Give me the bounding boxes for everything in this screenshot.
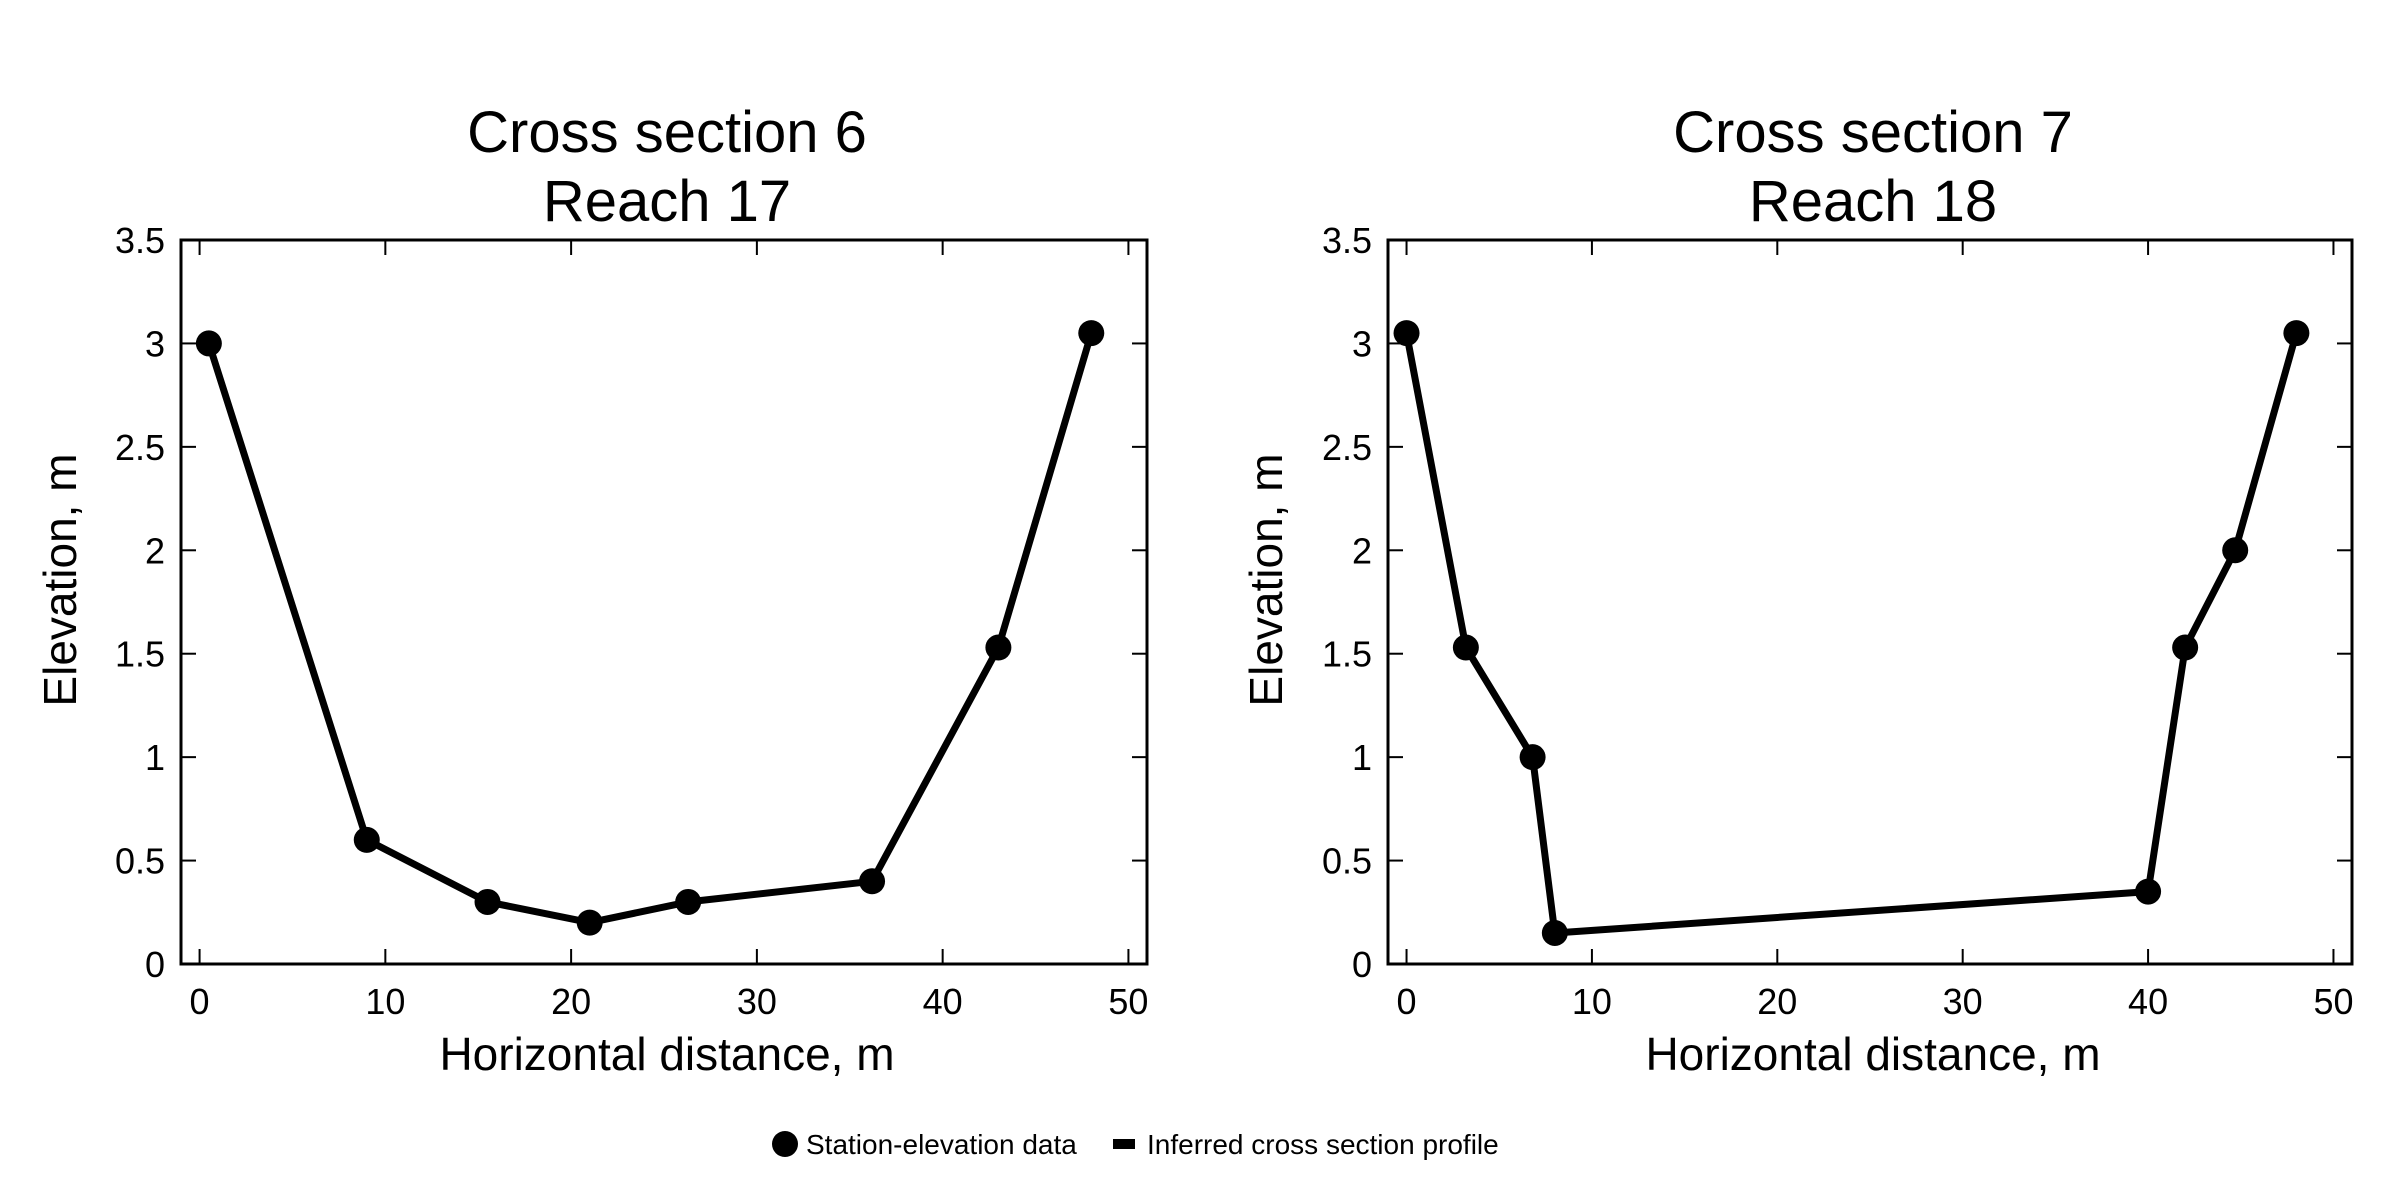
chart-title-line-2: Reach 17 bbox=[543, 169, 791, 234]
y-tick-label: 3 bbox=[145, 323, 165, 364]
x-tick-label: 0 bbox=[190, 981, 210, 1022]
axes-frame bbox=[179, 238, 1149, 966]
x-tick-label: 30 bbox=[1943, 981, 1983, 1022]
y-tick-label: 1 bbox=[1352, 737, 1372, 778]
legend-marker-station-elevation-data bbox=[772, 1131, 798, 1157]
y-tick-label: 1.5 bbox=[115, 634, 165, 675]
y-tick-label: 3.5 bbox=[115, 220, 165, 261]
x-tick-label: 10 bbox=[365, 981, 405, 1022]
x-tick-label: 50 bbox=[2313, 981, 2353, 1022]
plot-area: 0 10 20 30 40 50 0 0.5 1 1.5 2 2.5 3 3.5 bbox=[115, 220, 1149, 1022]
x-tick-label: 40 bbox=[923, 981, 963, 1022]
x-tick-label: 20 bbox=[551, 981, 591, 1022]
x-axis-label: Horizontal distance, m bbox=[439, 1028, 894, 1080]
x-tick-label: 0 bbox=[1397, 981, 1417, 1022]
y-tick-label: 2 bbox=[145, 530, 165, 571]
y-axis-label: Elevation, m bbox=[1240, 453, 1292, 706]
y-tick-label: 3.5 bbox=[1322, 220, 1372, 261]
plot-area: 0 10 20 30 40 50 0 0.5 1 1.5 2 2.5 3 3.5 bbox=[1322, 220, 2354, 1022]
data-point-station-elevation bbox=[353, 826, 380, 853]
x-tick-label: 10 bbox=[1572, 981, 1612, 1022]
y-tick-label: 0.5 bbox=[115, 841, 165, 882]
data-point-station-elevation bbox=[1452, 634, 1479, 661]
data-point-station-elevation bbox=[2172, 634, 2199, 661]
x-tick-label: 20 bbox=[1757, 981, 1797, 1022]
y-tick-label: 1.5 bbox=[1322, 634, 1372, 675]
data-point-station-elevation bbox=[859, 868, 886, 895]
data-point-station-elevation bbox=[2222, 537, 2249, 564]
series-line-inferred-profile bbox=[1403, 329, 2300, 937]
chart-title-line-1: Cross section 7 bbox=[1673, 100, 2073, 165]
chart-panel-cross-section-6: Cross section 6 Reach 17 Horizontal dist… bbox=[34, 100, 1149, 1080]
y-axis-label: Elevation, m bbox=[34, 453, 86, 706]
axes-frame bbox=[1386, 238, 2354, 966]
data-point-station-elevation bbox=[195, 330, 222, 357]
data-point-station-elevation bbox=[2135, 878, 2162, 905]
data-point-station-elevation bbox=[474, 888, 501, 915]
data-point-station-elevation bbox=[576, 909, 603, 936]
y-tick-label: 2.5 bbox=[115, 427, 165, 468]
chart-title-line-1: Cross section 6 bbox=[467, 100, 867, 165]
y-tick-label: 3 bbox=[1352, 323, 1372, 364]
data-point-station-elevation bbox=[675, 888, 702, 915]
legend-label-station-elevation-data: Station-elevation data bbox=[806, 1129, 1077, 1160]
series-line-inferred-profile bbox=[205, 329, 1095, 927]
x-tick-label: 50 bbox=[1108, 981, 1148, 1022]
data-point-station-elevation bbox=[1393, 320, 1420, 347]
data-point-station-elevation bbox=[2283, 320, 2310, 347]
legend: Station-elevation data Inferred cross se… bbox=[772, 1129, 1499, 1160]
legend-marker-inferred-profile bbox=[1113, 1139, 1135, 1149]
y-tick-label: 0 bbox=[1352, 944, 1372, 985]
data-point-station-elevation bbox=[1519, 744, 1546, 771]
chart-title-line-2: Reach 18 bbox=[1749, 169, 1997, 234]
legend-label-inferred-cross-section-profile: Inferred cross section profile bbox=[1147, 1129, 1499, 1160]
y-tick-label: 2 bbox=[1352, 530, 1372, 571]
y-tick-label: 0.5 bbox=[1322, 841, 1372, 882]
data-point-station-elevation bbox=[1541, 919, 1568, 946]
x-axis-label: Horizontal distance, m bbox=[1645, 1028, 2100, 1080]
y-tick-label: 2.5 bbox=[1322, 427, 1372, 468]
y-tick-label: 0 bbox=[145, 944, 165, 985]
data-point-station-elevation bbox=[985, 634, 1012, 661]
y-tick-label: 1 bbox=[145, 737, 165, 778]
x-tick-label: 30 bbox=[737, 981, 777, 1022]
x-tick-label: 40 bbox=[2128, 981, 2168, 1022]
data-point-station-elevation bbox=[1078, 320, 1105, 347]
chart-panel-cross-section-7: Cross section 7 Reach 18 Horizontal dist… bbox=[1240, 100, 2354, 1080]
